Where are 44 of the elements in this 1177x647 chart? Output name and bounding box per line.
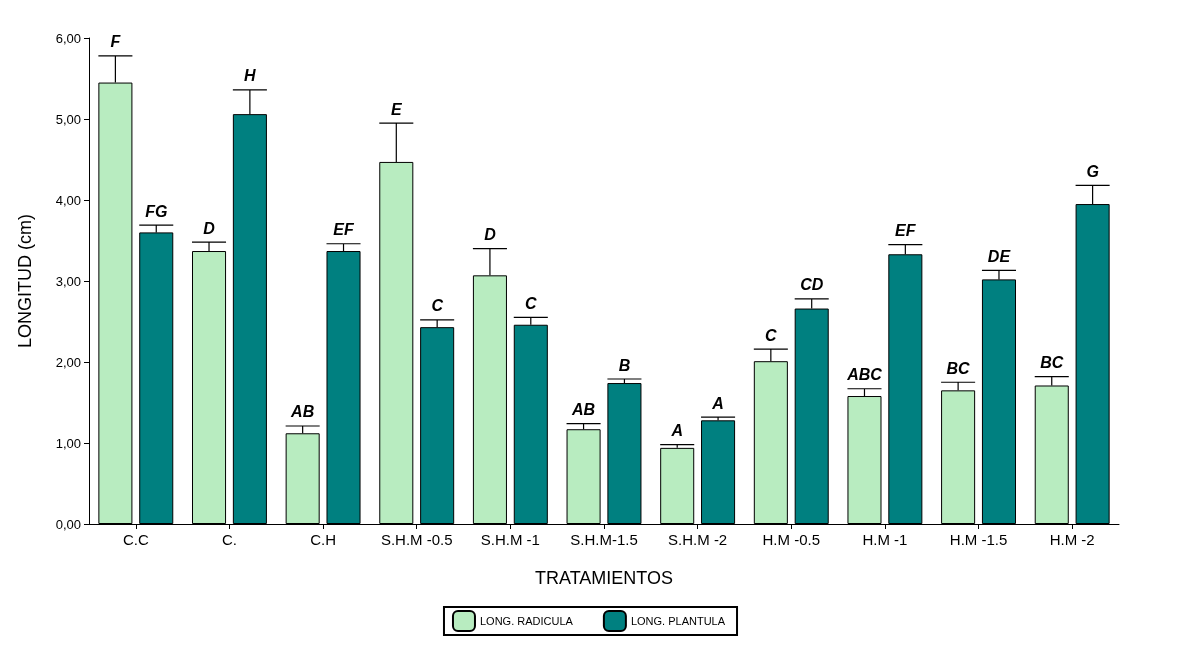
legend-label: LONG. RADICULA — [479, 615, 574, 627]
data-label: AB — [571, 401, 596, 419]
data-label: EF — [333, 221, 355, 239]
x-tick-label: S.H.M -1 — [480, 531, 540, 548]
x-tick-label: H.M -1.5 — [949, 531, 1008, 548]
data-label: CD — [800, 276, 824, 294]
data-label: AB — [290, 403, 315, 421]
y-tick-label: 1,00 — [55, 435, 81, 451]
y-tick-label: 6,00 — [55, 30, 81, 46]
data-label: ABC — [846, 366, 883, 384]
data-label: EF — [895, 222, 917, 240]
data-label: A — [711, 394, 724, 412]
data-label: E — [390, 100, 403, 118]
x-tick-label: S.H.M -0.5 — [380, 531, 453, 548]
data-label: C — [431, 297, 444, 315]
data-label: C — [525, 294, 538, 312]
x-tick-label: C.C — [122, 531, 149, 548]
data-label: B — [618, 356, 631, 374]
data-label: C — [765, 326, 778, 344]
x-tick-label: S.H.M -2 — [668, 531, 728, 548]
y-tick-label: 4,00 — [55, 192, 81, 208]
data-label: D — [203, 219, 216, 237]
y-tick-label: 3,00 — [55, 273, 81, 289]
legend-label: LONG. PLANTULA — [630, 615, 726, 627]
y-tick-label: 0,00 — [55, 516, 81, 532]
y-tick-label: 5,00 — [55, 111, 81, 127]
y-axis-title: LONGITUD (cm) — [15, 214, 35, 348]
x-tick-label: H.M -0.5 — [762, 531, 821, 548]
data-label: F — [110, 33, 122, 51]
data-label: A — [670, 422, 683, 440]
y-tick-label: 2,00 — [55, 354, 81, 370]
x-tick-label: S.H.M-1.5 — [570, 531, 638, 548]
data-label: FG — [145, 202, 168, 220]
data-label: BC — [1040, 354, 1064, 372]
x-tick-label: C.H — [310, 531, 337, 548]
x-tick-label: H.M -2 — [1049, 531, 1095, 548]
data-label: D — [484, 226, 497, 244]
x-tick-label: H.M -1 — [862, 531, 908, 548]
x-tick-label: C. — [221, 531, 237, 548]
data-label: DE — [987, 247, 1012, 265]
data-label: H — [244, 67, 257, 85]
data-label: G — [1086, 162, 1099, 180]
x-axis-title: TRATAMIENTOS — [534, 568, 674, 588]
data-label: BC — [946, 359, 971, 377]
